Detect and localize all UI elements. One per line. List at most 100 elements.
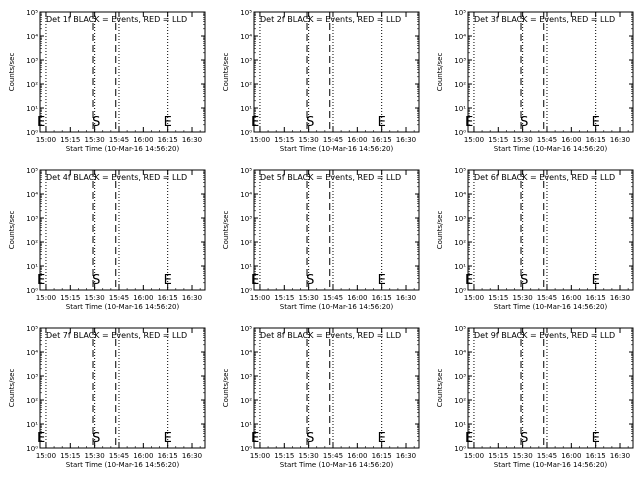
x-tick-label: 16:15: [158, 452, 178, 460]
event-marker-s: S: [306, 273, 314, 288]
event-marker-e: E: [592, 115, 600, 130]
y-axis-label: Counts/sec: [8, 53, 16, 92]
y-tick-label: 10²: [454, 81, 466, 89]
x-tick-label: 16:30: [396, 452, 416, 460]
plot-frame: [39, 11, 206, 133]
x-tick-label: 16:00: [347, 294, 367, 302]
x-axis-label: Start Time (10-Mar-16 14:56:20): [66, 461, 180, 469]
y-tick-label: 10³: [26, 57, 38, 65]
chart-title: Det 4f BLACK = Events, RED = LLD: [46, 173, 187, 182]
y-tick-label: 10⁴: [240, 349, 252, 357]
x-axis-label: Start Time (10-Mar-16 14:56:20): [494, 461, 608, 469]
event-marker-e: E: [465, 273, 473, 288]
x-tick-label: 15:30: [513, 136, 533, 144]
y-axis-label: Counts/sec: [222, 53, 230, 92]
event-marker-s: S: [92, 431, 100, 446]
plot-frame: [467, 169, 634, 291]
y-tick-label: 10⁵: [26, 325, 38, 333]
event-marker-e: E: [465, 115, 473, 130]
x-tick-label: 15:30: [299, 294, 319, 302]
event-marker-e: E: [37, 115, 45, 130]
x-tick-label: 16:30: [610, 452, 630, 460]
chart-title: Det 8f BLACK = Events, RED = LLD: [260, 331, 401, 340]
y-axis-label: Counts/sec: [8, 211, 16, 250]
y-tick-label: 10⁴: [454, 349, 466, 357]
y-tick-label: 10⁵: [454, 9, 466, 17]
y-tick-label: 10⁵: [454, 325, 466, 333]
x-tick-label: 16:15: [586, 452, 606, 460]
x-tick-label: 15:15: [60, 136, 80, 144]
x-tick-label: 15:15: [274, 294, 294, 302]
x-tick-label: 15:00: [464, 452, 484, 460]
plot-frame: [39, 169, 206, 291]
x-tick-label: 16:00: [561, 294, 581, 302]
x-tick-label: 15:00: [250, 136, 270, 144]
y-tick-label: 10⁰: [240, 445, 252, 453]
event-marker-e: E: [164, 273, 172, 288]
chart-title: Det 9f BLACK = Events, RED = LLD: [474, 331, 615, 340]
x-tick-label: 16:30: [396, 136, 416, 144]
event-marker-s: S: [520, 115, 528, 130]
x-axis-label: Start Time (10-Mar-16 14:56:20): [494, 145, 608, 153]
event-marker-e: E: [164, 431, 172, 446]
y-tick-label: 10¹: [26, 105, 38, 113]
y-tick-label: 10⁴: [240, 33, 252, 41]
y-tick-label: 10¹: [454, 105, 466, 113]
x-tick-label: 15:30: [85, 136, 105, 144]
x-tick-label: 15:15: [488, 452, 508, 460]
x-tick-label: 15:00: [464, 294, 484, 302]
x-tick-label: 15:45: [109, 294, 129, 302]
y-axis-label: Counts/sec: [436, 53, 444, 92]
y-tick-label: 10³: [240, 215, 252, 223]
y-tick-label: 10⁰: [454, 287, 466, 295]
y-axis-label: Counts/sec: [222, 211, 230, 250]
x-tick-label: 15:15: [60, 294, 80, 302]
y-tick-label: 10⁵: [26, 167, 38, 175]
y-tick-label: 10⁴: [26, 191, 38, 199]
x-tick-label: 16:15: [586, 294, 606, 302]
y-tick-label: 10⁰: [26, 129, 38, 137]
event-marker-e: E: [37, 431, 45, 446]
x-tick-label: 15:15: [488, 294, 508, 302]
chart-title: Det 2f BLACK = Events, RED = LLD: [260, 15, 401, 24]
event-marker-s: S: [92, 273, 100, 288]
x-tick-label: 15:45: [323, 452, 343, 460]
detector-panel-8: Det 8f BLACK = Events, RED = LLD 10⁰ 10¹ 10…: [222, 325, 420, 469]
x-tick-label: 15:45: [537, 136, 557, 144]
x-tick-label: 16:00: [347, 136, 367, 144]
x-axis-label: Start Time (10-Mar-16 14:56:20): [494, 303, 608, 311]
y-tick-label: 10²: [240, 81, 252, 89]
x-tick-label: 15:45: [537, 294, 557, 302]
y-tick-label: 10³: [454, 373, 466, 381]
x-tick-label: 15:00: [36, 452, 56, 460]
chart-title: Det 5f BLACK = Events, RED = LLD: [260, 173, 401, 182]
chart-title: Det 3f BLACK = Events, RED = LLD: [474, 15, 615, 24]
y-axis-label: Counts/sec: [436, 369, 444, 408]
plot-frame: [467, 327, 634, 449]
y-tick-label: 10¹: [26, 421, 38, 429]
event-marker-e: E: [465, 431, 473, 446]
x-tick-label: 15:00: [36, 294, 56, 302]
event-marker-e: E: [592, 273, 600, 288]
plot-frame: [253, 11, 420, 133]
y-tick-label: 10²: [454, 239, 466, 247]
y-tick-label: 10¹: [26, 263, 38, 271]
x-tick-label: 16:15: [372, 294, 392, 302]
plot-frame: [253, 327, 420, 449]
x-tick-label: 15:15: [488, 136, 508, 144]
x-tick-label: 16:30: [182, 294, 202, 302]
x-tick-label: 15:30: [513, 452, 533, 460]
detector-panel-7: Det 7f BLACK = Events, RED = LLD 10⁰ 10¹ 10…: [8, 325, 206, 469]
detector-panel-3: Det 3f BLACK = Events, RED = LLD 10⁰ 10¹ 10…: [436, 9, 634, 153]
chart-title: Det 7f BLACK = Events, RED = LLD: [46, 331, 187, 340]
x-tick-label: 15:00: [464, 136, 484, 144]
y-tick-label: 10⁰: [240, 129, 252, 137]
event-marker-e: E: [251, 273, 259, 288]
x-tick-label: 16:15: [158, 136, 178, 144]
y-tick-label: 10⁴: [240, 191, 252, 199]
y-tick-label: 10¹: [240, 105, 252, 113]
event-marker-e: E: [251, 431, 259, 446]
y-tick-label: 10⁴: [26, 33, 38, 41]
